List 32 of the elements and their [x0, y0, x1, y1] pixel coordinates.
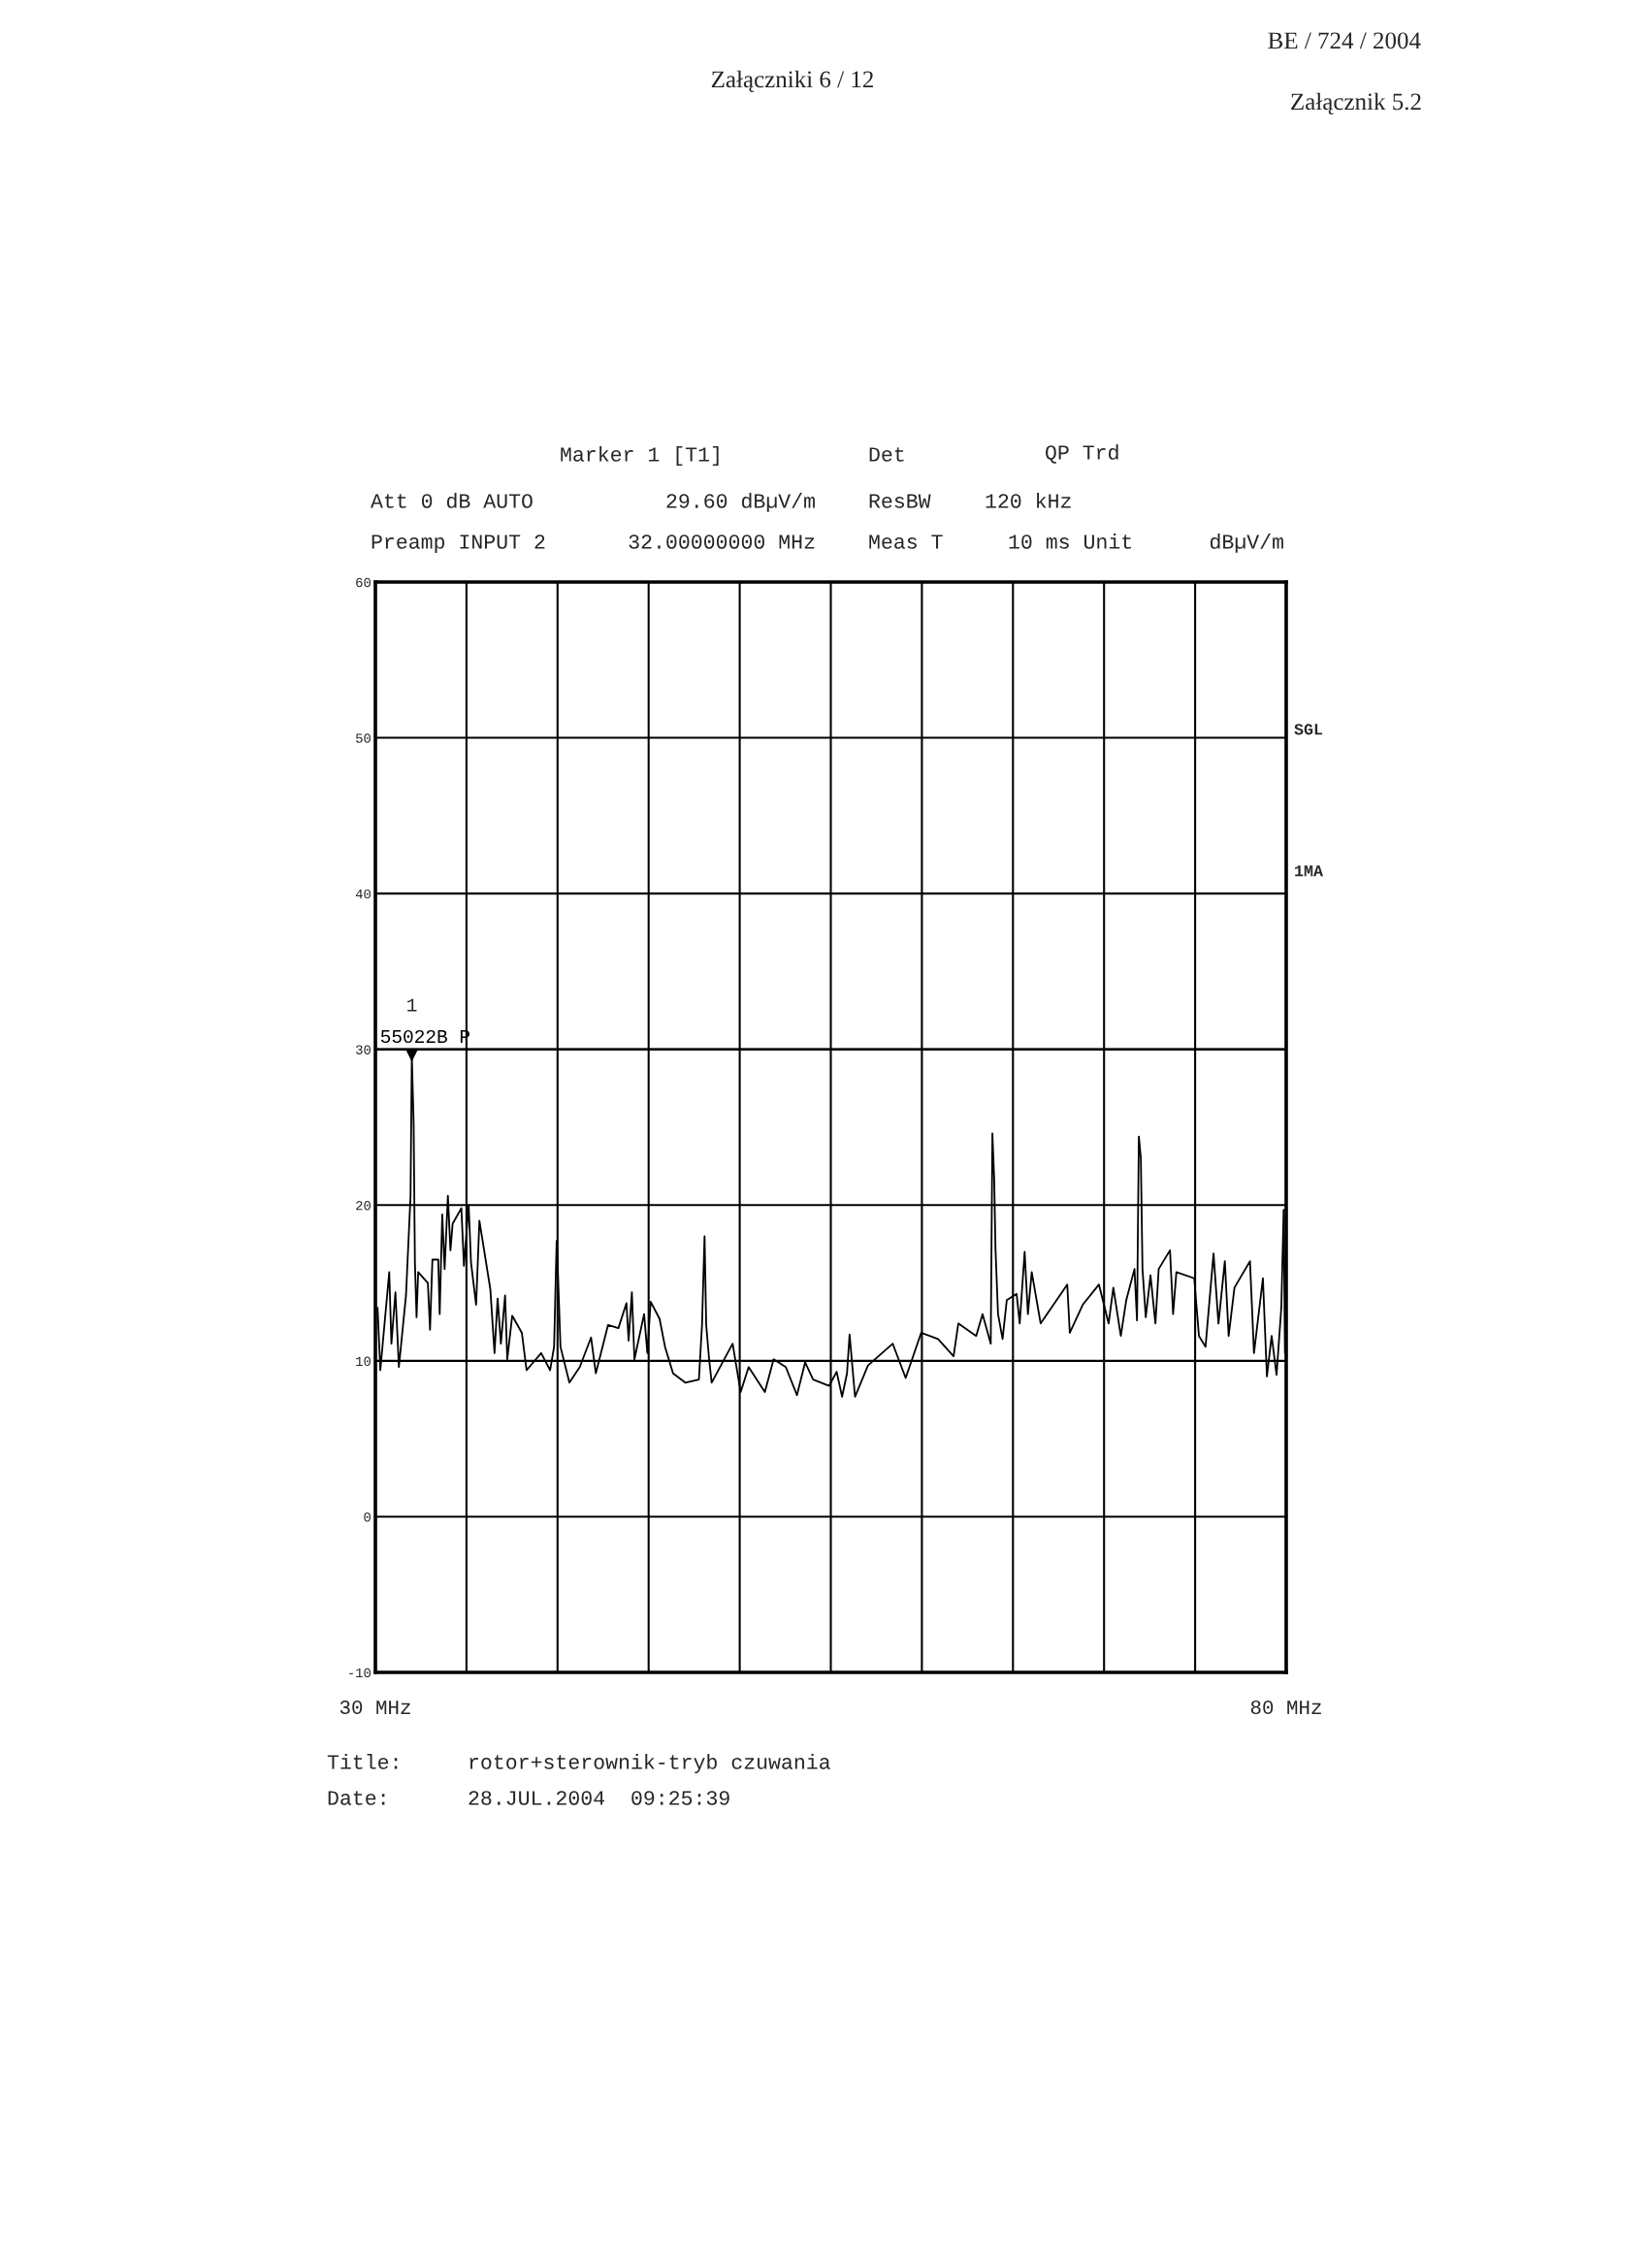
text: ResBW — [869, 494, 931, 508]
text: 28.JUL.2004 09:25:39 — [469, 1791, 729, 1805]
text: 29.60 dBµV/m — [666, 492, 815, 512]
text: QP Trd — [1046, 443, 1118, 464]
y-tick-label: 30 — [356, 1045, 371, 1054]
text: Date: — [328, 1791, 385, 1805]
text: rotor+sterownik-tryb czuwania — [469, 1753, 830, 1774]
text: Preamp INPUT 2 — [372, 535, 545, 554]
text: 32.00000000 MHz — [629, 535, 815, 549]
x-tick-label: 30 MHz — [340, 1700, 410, 1715]
text: Title: — [327, 1753, 398, 1769]
text: Załącznik 5.2 — [1291, 92, 1421, 114]
text: 1MA — [1295, 865, 1324, 877]
y-tick-label: 50 — [356, 733, 371, 743]
y-tick-label: 10 — [356, 1356, 371, 1367]
text: Marker 1 [T1] — [561, 445, 719, 467]
text: BE / 724 / 2004 — [1268, 32, 1421, 49]
y-tick-label: -10 — [349, 1668, 371, 1678]
text: 120 kHz — [986, 492, 1071, 508]
y-tick-label: 20 — [356, 1201, 371, 1211]
y-tick-label: 60 — [356, 577, 371, 588]
text: dBµV/m — [1210, 533, 1283, 553]
y-tick-label: 40 — [355, 889, 371, 899]
text: Det — [869, 447, 904, 462]
text: Meas T — [869, 535, 943, 549]
annotation: 1 — [407, 998, 417, 1012]
text: 10 ms Unit — [1009, 533, 1131, 549]
text: Att 0 dB AUTO — [371, 492, 533, 508]
x-tick-label: 80 MHz — [1250, 1700, 1321, 1715]
y-tick-label: 0 — [364, 1512, 371, 1522]
text: Załączniki 6 / 12 — [711, 70, 873, 92]
text: SGL — [1294, 724, 1323, 735]
